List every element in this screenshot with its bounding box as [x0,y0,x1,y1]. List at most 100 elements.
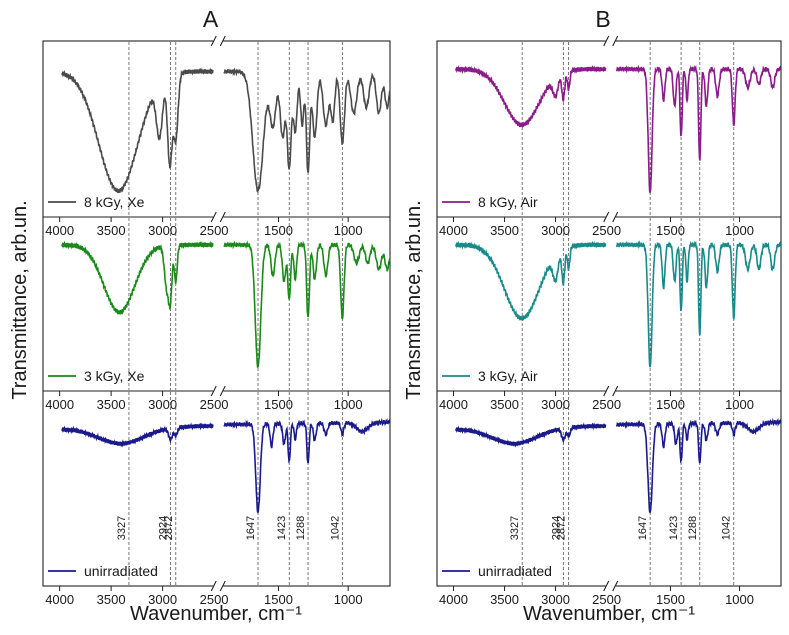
spectrum-line-right [223,240,391,368]
x-tick-label: 4000 [45,397,74,412]
peak-label: 2924 [550,516,562,540]
panel-label: A [203,6,219,32]
x-tick-label: 1000 [725,397,754,412]
panel-label: B [595,6,610,32]
axis-break-mark [612,35,619,47]
axis-break-mark [603,580,610,592]
x-tick-label: 1500 [656,592,685,607]
y-axis-label-right: Transmittance, arb.un. [403,200,425,399]
x-tick-label: 1500 [264,592,293,607]
x-tick-label: 1000 [334,397,363,412]
x-tick-label: 3500 [97,223,126,238]
axis-break-mark [603,385,610,397]
x-axis-label-right: Wavenumber, cm⁻¹ [523,603,695,625]
x-tick-label: 3000 [148,592,177,607]
axis-break-gap [605,211,616,223]
axis-break-mark [612,580,619,592]
x-tick-label: 4000 [45,223,74,238]
x-tick-label: 3000 [148,397,177,412]
legend-label: 3 kGy, Xe [84,368,145,384]
x-tick-label: 3500 [97,397,126,412]
peak-label: 1042 [721,516,733,540]
spectrum-line-left [455,422,607,448]
x-tick-label: 2500 [592,223,621,238]
axis-break-mark [603,35,610,47]
x-tick-label: 2500 [200,223,229,238]
axis-break-gap [605,385,616,397]
x-tick-label: 1000 [725,592,754,607]
x-tick-label: 4000 [439,592,468,607]
spectrum-line-right [223,417,391,514]
axis-break-mark [210,580,217,592]
legend-label: unirradiated [84,563,158,579]
spectrum-line-right [615,64,782,194]
x-tick-label: 2500 [200,592,229,607]
axis-break-mark [612,385,619,397]
y-axis-label-left: Transmittance, arb.un. [9,200,31,399]
x-tick-label: 3500 [490,397,519,412]
axis-break-mark [219,211,226,223]
axis-break-mark [210,385,217,397]
spectrum-line-left [455,65,607,128]
axis-break-mark [219,385,226,397]
x-tick-label: 2500 [592,592,621,607]
x-axis-label-left: Wavenumber, cm⁻¹ [130,603,302,625]
x-tick-label: 1500 [264,223,293,238]
x-tick-label: 1000 [334,592,363,607]
legend-label: unirradiated [478,563,552,579]
x-tick-label: 3000 [541,592,570,607]
legend-label: 8 kGy, Xe [84,194,145,210]
peak-label: 1647 [245,516,257,540]
spectrum-line-left [61,421,214,448]
x-tick-label: 1500 [264,397,293,412]
axis-break-mark [219,35,226,47]
x-tick-label: 2500 [592,397,621,412]
x-tick-label: 4000 [439,397,468,412]
peak-label: 3327 [509,516,521,540]
peak-label: 1647 [637,516,649,540]
axis-break-gap [213,211,224,223]
axis-break-mark [210,35,217,47]
peak-label: 2872 [163,516,175,540]
legend-label: 8 kGy, Air [478,194,538,210]
axis-break-mark [603,211,610,223]
axis-break-mark [210,211,217,223]
axis-break-gap [605,580,616,592]
spectrum-line-left [61,67,214,194]
peak-label: 2872 [556,516,568,540]
x-tick-label: 3500 [490,223,519,238]
x-tick-label: 2500 [200,397,229,412]
spectrum-line-left [61,240,214,316]
spectrum-line-right [223,67,391,194]
x-tick-label: 3000 [541,397,570,412]
x-tick-label: 1000 [334,223,363,238]
peak-label: 1288 [295,516,307,540]
panel-frame [436,40,782,587]
x-tick-label: 3500 [490,592,519,607]
spectrum-line-right [615,240,782,368]
axis-break-gap [213,385,224,397]
spectrum-line-right [615,417,782,514]
x-tick-label: 1500 [656,397,685,412]
spectrum-line-left [455,240,607,321]
peak-label: 1423 [668,516,680,540]
axis-break-mark [219,580,226,592]
x-tick-label: 3000 [541,223,570,238]
panel-frame [42,40,391,587]
peak-label: 2924 [157,516,169,540]
peak-label: 1423 [276,516,288,540]
peak-label: 1042 [329,516,341,540]
axis-break-gap [605,35,616,47]
peak-label: 3327 [116,516,128,540]
x-tick-label: 3000 [148,223,177,238]
axis-break-mark [612,211,619,223]
x-tick-label: 1000 [725,223,754,238]
x-tick-label: 4000 [45,592,74,607]
x-tick-label: 1500 [656,223,685,238]
axis-break-gap [213,580,224,592]
peak-label: 1288 [687,516,699,540]
legend-label: 3 kGy, Air [478,368,538,384]
x-tick-label: 4000 [439,223,468,238]
